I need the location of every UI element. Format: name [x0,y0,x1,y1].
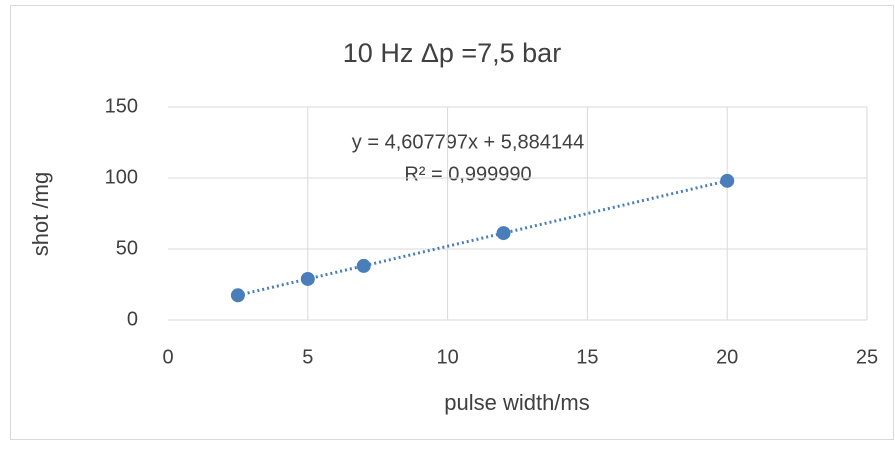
x-tick-label: 5 [302,346,313,368]
x-axis-label: pulse width/ms [444,390,590,415]
y-tick-label: 100 [105,166,138,188]
x-tick-label: 25 [856,346,878,368]
chart-title: 10 Hz Δp =7,5 bar [343,38,561,68]
y-tick-label: 50 [116,237,138,259]
y-tick-label: 0 [127,308,138,330]
y-tick-label: 150 [105,95,138,117]
trendline [237,179,728,297]
r-squared: R² = 0,999990 [404,163,531,185]
point [356,258,371,273]
x-tick-label: 10 [436,346,458,368]
chart-border [10,5,894,440]
point [300,271,315,286]
point [230,288,245,303]
x-tick-label: 0 [162,346,173,368]
point [496,226,511,241]
y-axis-label: shot /mg [28,172,53,256]
point [720,173,735,188]
x-tick-label: 15 [576,346,598,368]
x-tick-label: 20 [716,346,738,368]
trend-equation: y = 4,607797x + 5,884144 [352,131,584,153]
